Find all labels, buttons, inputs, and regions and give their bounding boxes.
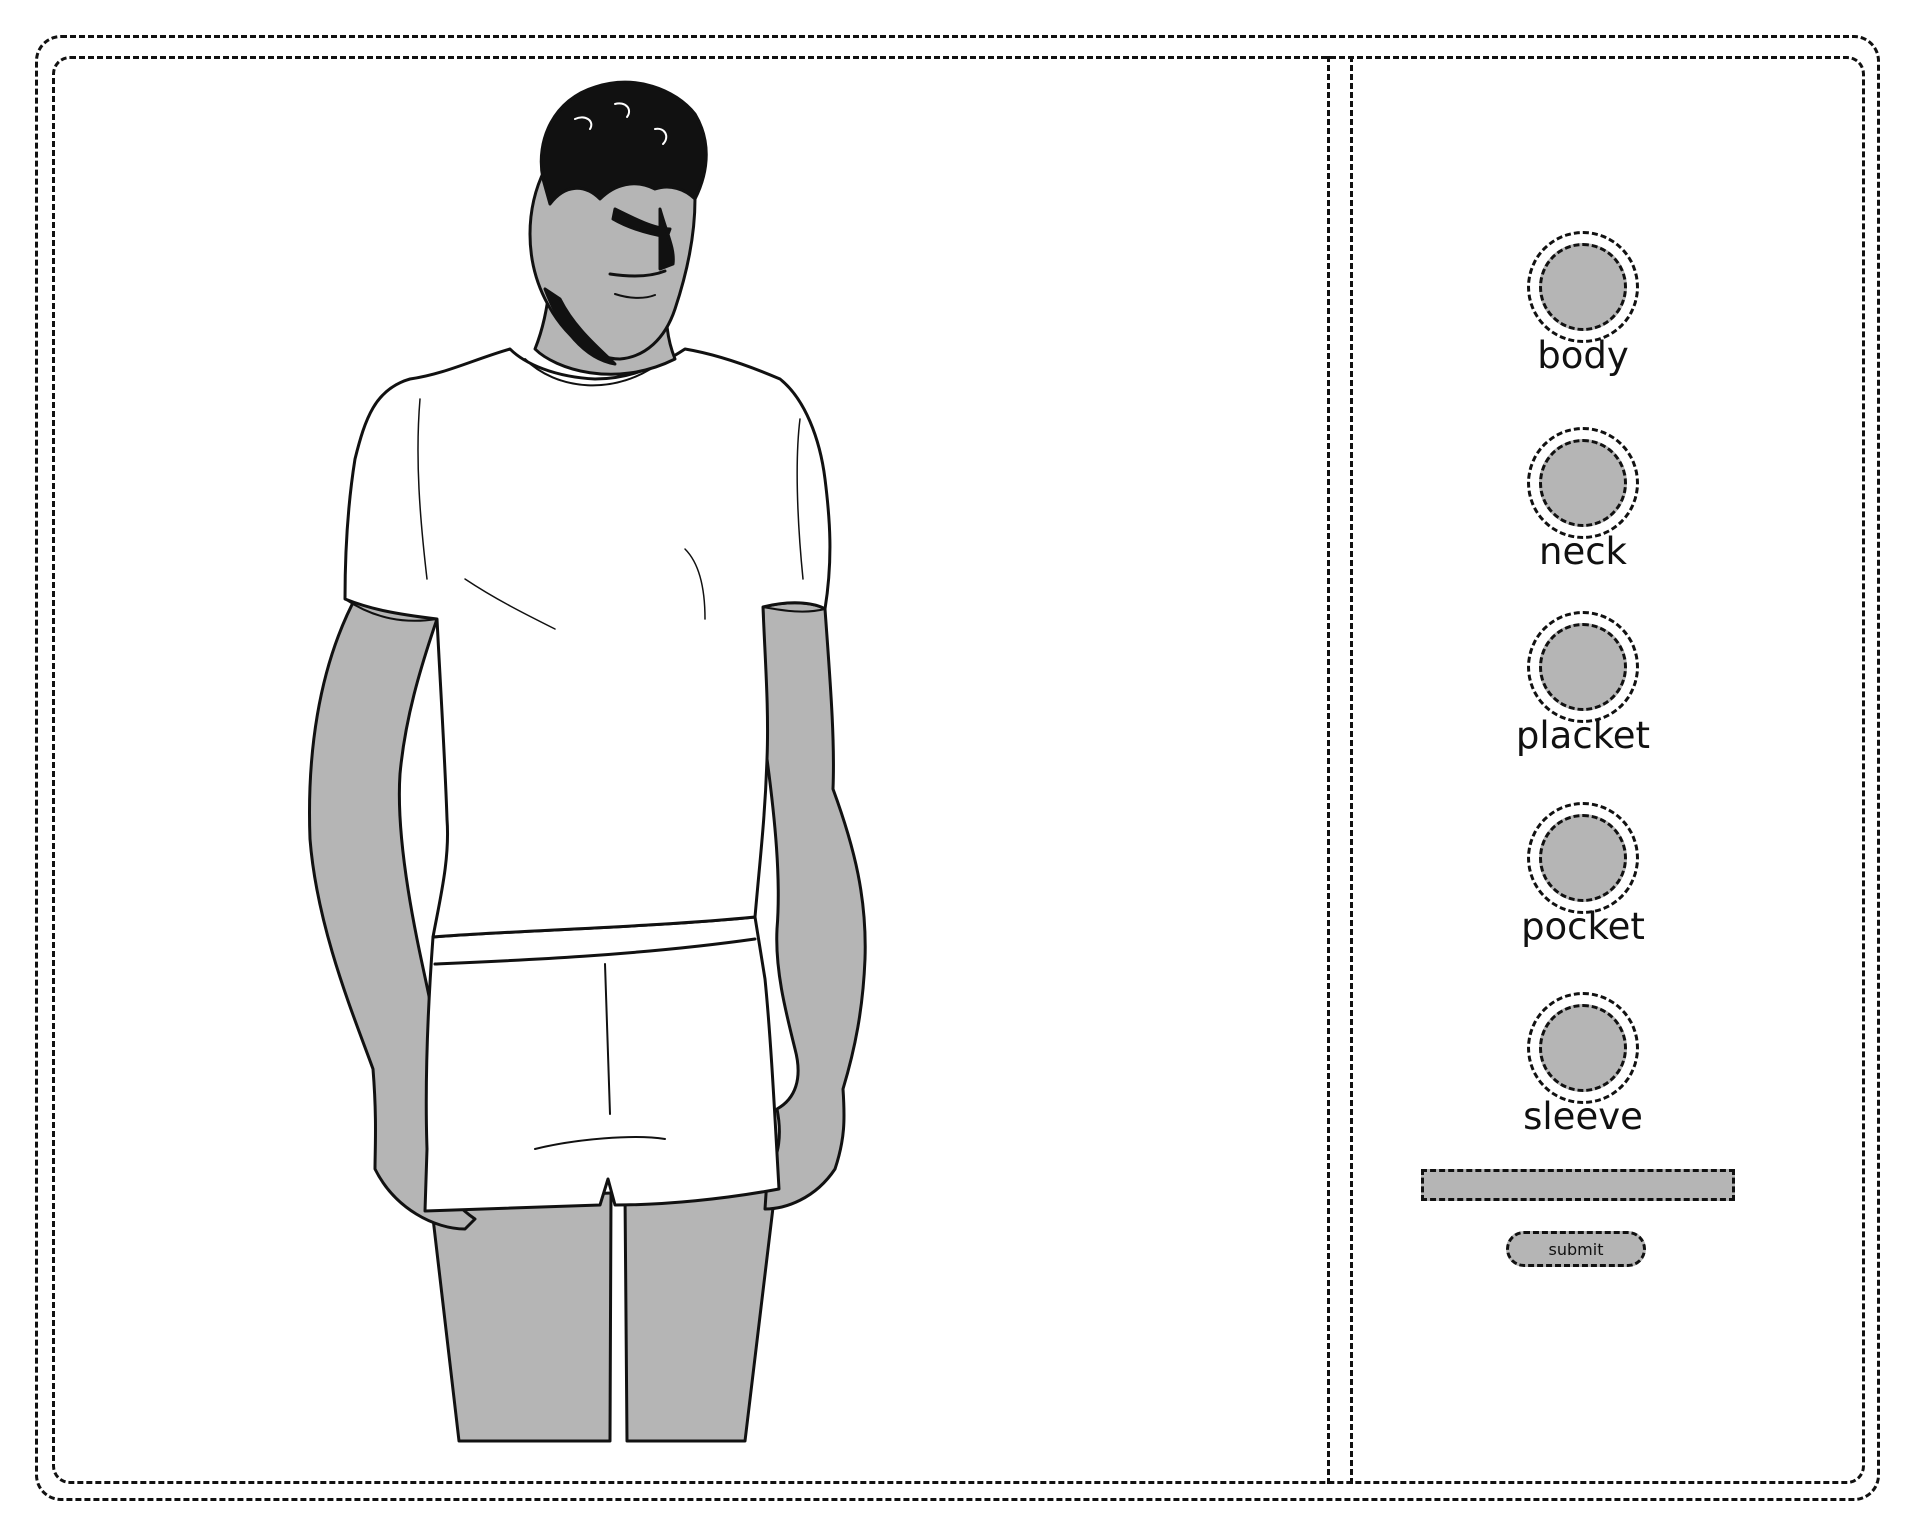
sleeve-color-swatch[interactable] <box>1527 992 1639 1104</box>
inner-frame <box>52 56 1865 1484</box>
options-panel: body neck placket pocket sleeve submit <box>1353 59 1863 1481</box>
tshirt <box>343 347 832 939</box>
sleeve-swatch-fill <box>1539 1004 1627 1092</box>
figure-canvas <box>55 59 1325 1481</box>
option-label: sleeve <box>1523 1095 1643 1138</box>
text-input[interactable] <box>1421 1169 1735 1201</box>
option-sleeve[interactable]: sleeve <box>1483 992 1683 1138</box>
man-tshirt-illustration <box>308 80 867 1443</box>
placket-color-swatch[interactable] <box>1527 611 1639 723</box>
option-label: placket <box>1515 714 1651 757</box>
pocket-color-swatch[interactable] <box>1527 802 1639 914</box>
outer-frame <box>35 35 1880 1501</box>
placket-swatch-fill <box>1539 623 1627 711</box>
neck-swatch-fill <box>1539 439 1627 527</box>
panel-divider-inner <box>1350 56 1353 1484</box>
right-arm <box>761 601 867 1211</box>
option-label: body <box>1537 334 1629 377</box>
option-label: pocket <box>1521 905 1645 948</box>
option-neck[interactable]: neck <box>1483 427 1683 573</box>
option-label: neck <box>1539 530 1627 573</box>
submit-button[interactable]: submit <box>1506 1231 1646 1267</box>
right-leg <box>623 1189 777 1443</box>
hair <box>539 80 708 206</box>
left-leg <box>429 1191 613 1443</box>
pocket-swatch-fill <box>1539 814 1627 902</box>
option-placket[interactable]: placket <box>1483 611 1683 757</box>
panel-divider <box>1327 56 1330 1484</box>
option-pocket[interactable]: pocket <box>1483 802 1683 948</box>
neck-color-swatch[interactable] <box>1527 427 1639 539</box>
option-body[interactable]: body <box>1483 231 1683 377</box>
body-swatch-fill <box>1539 243 1627 331</box>
body-color-swatch[interactable] <box>1527 231 1639 343</box>
